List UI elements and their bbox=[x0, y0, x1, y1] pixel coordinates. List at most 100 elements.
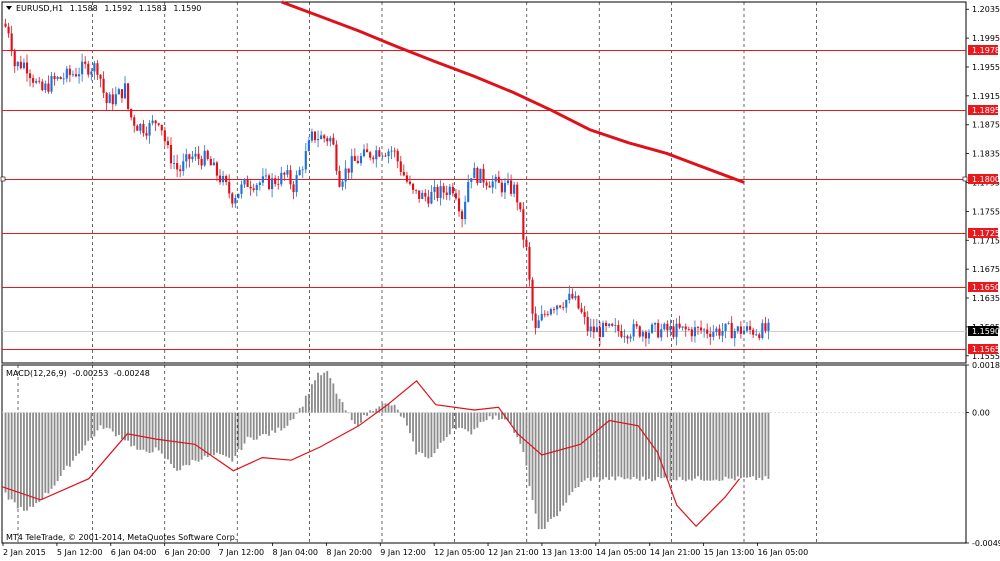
macd-bar bbox=[476, 412, 479, 428]
candle-body bbox=[387, 151, 390, 157]
candle-body bbox=[537, 320, 540, 328]
candle-body bbox=[516, 184, 519, 203]
candle-body bbox=[549, 309, 552, 315]
macd-bar bbox=[75, 412, 77, 457]
macd-bar bbox=[209, 412, 212, 455]
macd-bar bbox=[133, 412, 136, 446]
candle-body bbox=[647, 332, 651, 339]
macd-bar bbox=[127, 412, 130, 441]
candle-body bbox=[666, 323, 669, 331]
macd-bar bbox=[568, 412, 571, 496]
macd-bar bbox=[16, 412, 19, 509]
candle-body bbox=[543, 313, 546, 315]
macd-bar bbox=[90, 412, 93, 439]
macd-bar bbox=[516, 412, 519, 437]
macd-bar bbox=[234, 412, 237, 456]
candle-body bbox=[38, 80, 41, 82]
macd-bar bbox=[510, 412, 513, 424]
candle-body bbox=[81, 61, 84, 75]
candle-body bbox=[568, 293, 571, 301]
candle-body bbox=[10, 33, 13, 52]
macd-bar bbox=[461, 412, 463, 429]
level-price-text: 1.1800 bbox=[972, 175, 1000, 184]
candle-body bbox=[696, 327, 700, 328]
candle-body bbox=[712, 332, 715, 337]
candle-body bbox=[102, 78, 105, 93]
macd-bar bbox=[528, 412, 531, 487]
candle-body bbox=[699, 327, 703, 331]
candle-body bbox=[494, 176, 497, 182]
macd-bar bbox=[421, 412, 424, 454]
macd-bar bbox=[341, 402, 344, 413]
candle-body bbox=[525, 239, 528, 247]
candle-body bbox=[614, 325, 617, 326]
macd-bar bbox=[497, 412, 500, 420]
macd-bar bbox=[703, 412, 706, 481]
macd-bar bbox=[203, 412, 206, 456]
macd-bar bbox=[237, 412, 240, 450]
macd-bar bbox=[258, 412, 261, 436]
candle-body bbox=[87, 63, 90, 75]
level-price-text: 1.1895 bbox=[972, 106, 1000, 115]
macd-bar bbox=[448, 412, 451, 435]
candle-body bbox=[105, 92, 108, 104]
vertical-grid bbox=[17, 2, 817, 543]
candle-body bbox=[283, 172, 286, 175]
candle-body bbox=[635, 324, 638, 327]
macd-bar bbox=[261, 412, 264, 435]
candle-body bbox=[326, 138, 329, 142]
dropdown-triangle-icon[interactable] bbox=[6, 6, 12, 10]
time-tick-label: 7 Jan 12:00 bbox=[219, 548, 265, 557]
macd-bar bbox=[617, 412, 620, 477]
candle-body bbox=[583, 312, 586, 317]
macd-bar bbox=[550, 412, 552, 519]
macd-bar bbox=[344, 410, 347, 413]
macd-bar bbox=[59, 412, 62, 477]
macd-bar bbox=[436, 412, 439, 449]
candle-body bbox=[127, 83, 130, 109]
macd-bar bbox=[142, 412, 145, 450]
candle-body bbox=[225, 176, 228, 183]
macd-bar bbox=[595, 412, 598, 478]
candle-body bbox=[378, 150, 381, 157]
macd-bar bbox=[191, 412, 194, 460]
candle-body bbox=[56, 76, 59, 79]
candle-body bbox=[228, 182, 231, 194]
candle-body bbox=[240, 184, 243, 194]
level-handle-left[interactable] bbox=[0, 176, 6, 182]
candle-body bbox=[356, 160, 359, 164]
macd-bar bbox=[430, 412, 433, 458]
candle-body bbox=[19, 61, 22, 69]
candle-body bbox=[396, 150, 399, 162]
level-handle-right[interactable] bbox=[962, 176, 968, 182]
macd-bar bbox=[323, 372, 326, 413]
macd-bar bbox=[393, 404, 396, 413]
candle-body bbox=[99, 74, 102, 79]
candle-body bbox=[316, 139, 320, 141]
macd-bar bbox=[513, 412, 516, 433]
candle-body bbox=[243, 179, 246, 185]
macd-bar bbox=[473, 412, 476, 430]
candle-body bbox=[675, 323, 678, 337]
macd-bar bbox=[182, 412, 185, 466]
macd-bar bbox=[173, 412, 175, 468]
candle-body bbox=[531, 279, 534, 314]
candle-body bbox=[197, 153, 200, 159]
horizontal-levels[interactable] bbox=[0, 50, 968, 350]
candle-body bbox=[709, 333, 712, 337]
macd-bar bbox=[240, 412, 243, 451]
candle-body bbox=[390, 150, 393, 152]
close-value: 1.1590 bbox=[173, 4, 201, 13]
macd-bar bbox=[519, 412, 522, 444]
candle-body bbox=[764, 323, 767, 331]
candle-body bbox=[660, 329, 663, 338]
candle-body bbox=[479, 168, 482, 183]
candle-body bbox=[53, 76, 56, 79]
macd-indicator-name: MACD(12,26,9) bbox=[6, 369, 67, 378]
candle-body bbox=[133, 117, 136, 126]
macd-bar bbox=[690, 412, 693, 481]
macd-bar bbox=[681, 412, 684, 480]
candle-body bbox=[151, 120, 154, 124]
